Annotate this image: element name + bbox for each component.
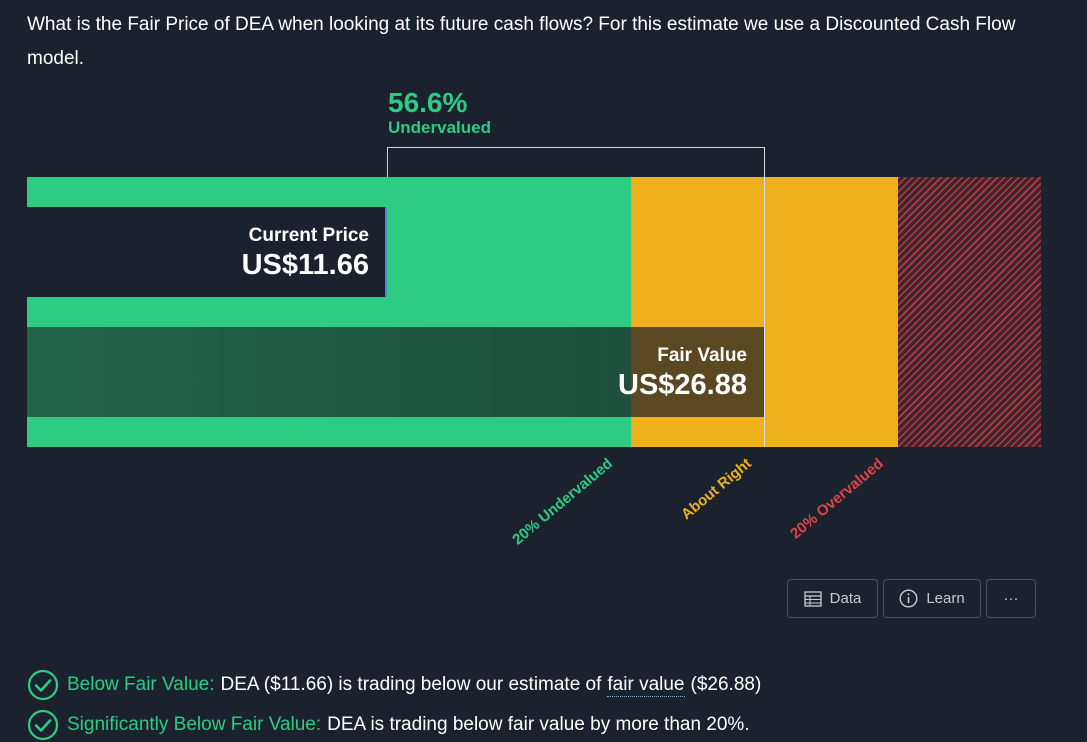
data-button[interactable]: Data: [787, 579, 878, 618]
check-text-suffix: ($26.88): [690, 674, 762, 695]
zone-label-undervalued: 20% Undervalued: [509, 455, 616, 549]
question-text: What is the Fair Price of DEA when looki…: [27, 14, 1016, 69]
check-circle-icon: [27, 669, 59, 701]
learn-button-label: Learn: [926, 590, 965, 607]
info-icon: [899, 589, 918, 608]
valuation-gap-bracket: [387, 147, 765, 177]
fair-value-label: Fair Value: [657, 345, 747, 366]
undervalued-percent: 56.6%: [388, 87, 468, 118]
fair-value-text-box: Fair Value US$26.88: [27, 327, 764, 417]
table-icon: [804, 590, 822, 607]
ellipsis-icon: ···: [1003, 590, 1019, 607]
fair-value-link[interactable]: fair value: [607, 673, 685, 697]
zone-label-about-right: About Right: [678, 455, 755, 524]
current-price-label: Current Price: [248, 225, 369, 246]
fair-value-bar-overlap: [631, 327, 764, 417]
fair-value-value: US$26.88: [618, 369, 747, 401]
data-button-label: Data: [829, 590, 862, 607]
learn-button[interactable]: Learn: [883, 579, 981, 618]
current-price-bar: Current Price US$11.66: [27, 207, 387, 297]
fair-value-marker-line: [764, 147, 765, 447]
valuation-status: Undervalued: [388, 118, 491, 137]
more-options-button[interactable]: ···: [986, 579, 1036, 618]
overvalued-zone: [898, 177, 1041, 447]
check-label: Below Fair Value:: [67, 674, 215, 695]
check-text: DEA is trading below fair value by more …: [327, 714, 750, 735]
check-text: DEA ($11.66) is trading below our estima…: [220, 674, 602, 695]
current-price-value: US$11.66: [241, 249, 369, 281]
check-circle-icon: [27, 709, 59, 741]
zone-label-overvalued: 20% Overvalued: [787, 455, 887, 543]
check-item-below-fair-value: Below Fair Value: DEA ($11.66) is tradin…: [27, 669, 761, 701]
check-item-significantly-below: Significantly Below Fair Value: DEA is t…: [27, 709, 750, 741]
check-label: Significantly Below Fair Value:: [67, 714, 322, 735]
